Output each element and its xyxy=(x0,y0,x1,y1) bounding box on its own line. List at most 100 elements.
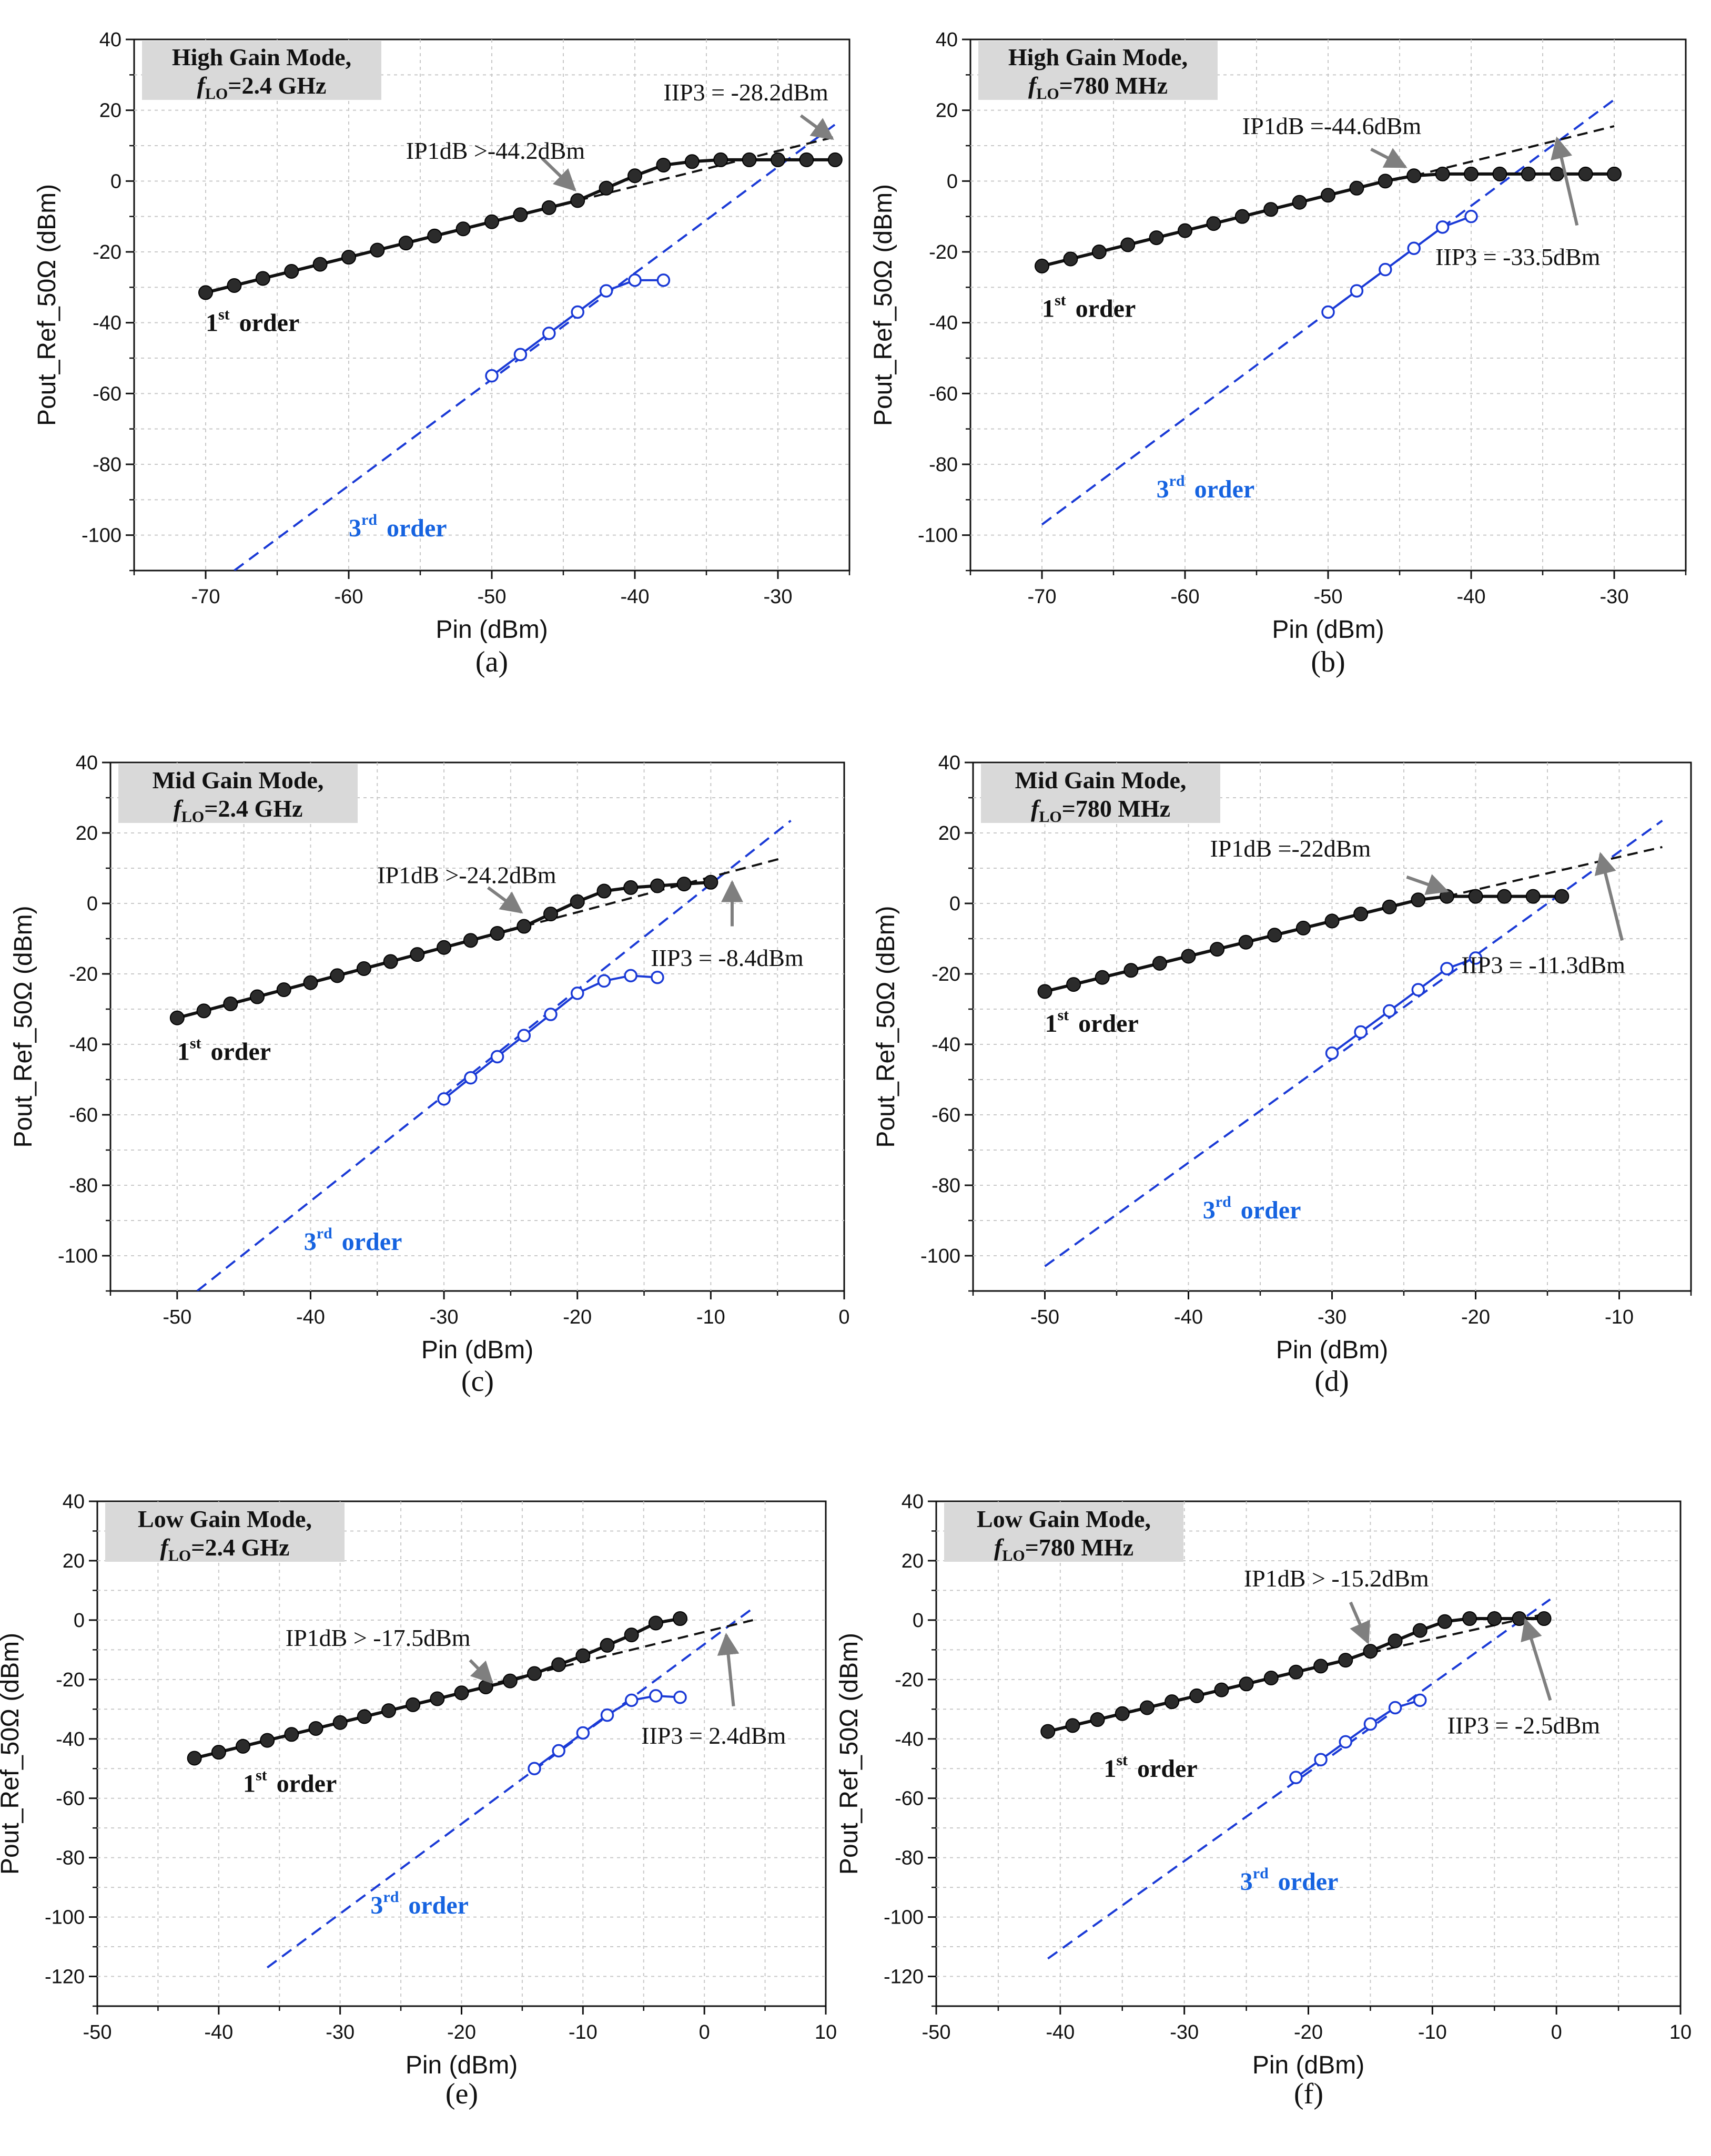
lo-f-symbol: f xyxy=(160,1534,171,1561)
x-tick-label: -10 xyxy=(696,1306,725,1328)
y-tick-label: -80 xyxy=(929,454,958,476)
panel-caption: (f) xyxy=(1294,2078,1323,2110)
first-order-point xyxy=(1462,1611,1477,1626)
mode-label-box xyxy=(981,764,1220,823)
first-order-point xyxy=(1412,1623,1427,1638)
first-order-point xyxy=(1295,920,1311,935)
first-order-point xyxy=(1040,1724,1056,1739)
third-order-extrapolation-line xyxy=(266,1607,754,1969)
y-tick-label: -40 xyxy=(932,1034,960,1056)
y-axis-label: Pout_Ref_50Ω (dBm) xyxy=(869,184,897,426)
third-order-point xyxy=(528,1762,541,1775)
first-order-point xyxy=(656,158,671,173)
annotation-label: IIP3 = 2.4dBm xyxy=(641,1722,786,1749)
lo-frequency-value: =780 MHz xyxy=(1062,795,1170,822)
lo-subscript: LO xyxy=(1036,85,1059,103)
mode-label: Mid Gain Mode, xyxy=(153,767,324,794)
first-order-point xyxy=(410,947,425,962)
y-tick-label: -60 xyxy=(929,383,958,405)
first-order-point xyxy=(284,264,299,279)
first-order-point xyxy=(198,285,213,300)
first-order-point xyxy=(541,200,556,215)
annotation-arrow xyxy=(1349,1601,1370,1645)
first-order-label: 1st order xyxy=(177,1034,271,1065)
y-tick-label: -20 xyxy=(932,963,960,985)
x-tick-label: -40 xyxy=(204,2021,233,2043)
chart-panel-d: -50 -40 -30 -20 -10 -100 -80 -60 -40 -20 0 20 40 Pin … xyxy=(872,752,1692,1398)
third-order-point xyxy=(1407,241,1421,256)
third-order-point xyxy=(485,369,499,383)
first-order-label: 1st order xyxy=(1045,1006,1139,1038)
first-order-point xyxy=(276,982,291,998)
x-tick-label: 0 xyxy=(699,2021,710,2043)
third-order-extrapolation-line xyxy=(234,123,836,571)
first-order-point xyxy=(427,228,442,243)
x-axis-label: Pin (dBm) xyxy=(436,616,548,644)
first-order-extrapolation-line xyxy=(1370,1613,1545,1654)
first-order-point xyxy=(570,894,585,909)
third-order-label-sup: rd xyxy=(361,511,377,528)
first-order-point xyxy=(1267,928,1282,943)
chart-panel-f: -50 -40 -30 -20 -10 0 10-120-100-80-60-40-2002… xyxy=(835,1491,1692,2110)
y-tick-label: 0 xyxy=(87,893,98,915)
first-order-point xyxy=(1321,188,1335,203)
first-order-point xyxy=(1411,892,1426,908)
first-order-point xyxy=(517,919,532,934)
first-order-point xyxy=(527,1666,542,1681)
y-tick-label: 40 xyxy=(99,29,122,51)
third-order-point xyxy=(1440,962,1454,975)
first-order-point xyxy=(1239,1676,1254,1692)
first-order-point xyxy=(1521,166,1536,181)
x-tick-label: -50 xyxy=(922,2021,951,2043)
first-order-label-num: 1 xyxy=(1042,295,1055,323)
x-axis-label: Pin (dBm) xyxy=(1272,616,1384,644)
y-tick-label: -40 xyxy=(56,1728,85,1751)
lo-frequency-label: fLO=2.4 GHz xyxy=(197,72,327,103)
third-order-point xyxy=(649,1689,663,1703)
x-axis-label: Pin (dBm) xyxy=(1276,1336,1388,1364)
lo-frequency-value: =780 MHz xyxy=(1025,1534,1133,1561)
third-order-label-word: order xyxy=(1278,1868,1339,1896)
first-order-point xyxy=(1120,237,1136,252)
y-tick-label: 40 xyxy=(938,752,960,774)
first-order-point xyxy=(1037,984,1052,999)
mode-label: Low Gain Mode, xyxy=(138,1506,312,1532)
annotation-label: IP1dB >-24.2dBm xyxy=(377,861,556,888)
y-tick-label: 0 xyxy=(947,170,958,192)
y-tick-label: 0 xyxy=(74,1610,85,1632)
y-tick-label: -80 xyxy=(69,1175,98,1197)
x-tick-label: -30 xyxy=(430,1306,459,1328)
plot-data xyxy=(198,123,843,571)
lo-frequency-value: =2.4 GHz xyxy=(204,795,302,822)
first-order-point xyxy=(1214,1682,1229,1697)
first-order-label-word: order xyxy=(1137,1755,1198,1783)
first-order-point xyxy=(1378,174,1393,189)
x-tick-label: 10 xyxy=(815,2021,837,2043)
annotation-label: IIP3 = -28.2dBm xyxy=(663,79,828,106)
first-order-point xyxy=(255,271,270,286)
lo-subscript: LO xyxy=(168,1547,191,1564)
annotation-arrow xyxy=(1370,148,1408,169)
x-tick-label: -50 xyxy=(1314,586,1343,608)
first-order-point xyxy=(381,1703,396,1718)
third-order-point xyxy=(437,1092,451,1106)
first-order-point xyxy=(357,1709,372,1724)
first-order-label: 1st order xyxy=(206,306,299,337)
y-axis-label: Pout_Ref_50Ω (dBm) xyxy=(9,906,37,1147)
x-tick-label: -40 xyxy=(1046,2021,1075,2043)
plot-data xyxy=(1037,819,1663,1267)
x-axis-label: Pin (dBm) xyxy=(421,1336,533,1364)
third-order-label-word: order xyxy=(1241,1196,1301,1224)
first-order-point xyxy=(1353,907,1369,922)
y-tick-label: -40 xyxy=(895,1728,924,1751)
first-order-point xyxy=(1464,166,1479,181)
x-tick-label: -20 xyxy=(1461,1306,1490,1328)
first-order-point xyxy=(1165,1694,1180,1710)
first-order-point xyxy=(713,152,728,167)
y-tick-label: -80 xyxy=(895,1847,924,1869)
third-order-label-word: order xyxy=(387,514,447,542)
first-order-point xyxy=(312,257,328,272)
third-order-label: 3rd order xyxy=(1157,472,1255,503)
annotation-label: IIP3 = -2.5dBm xyxy=(1447,1712,1601,1738)
